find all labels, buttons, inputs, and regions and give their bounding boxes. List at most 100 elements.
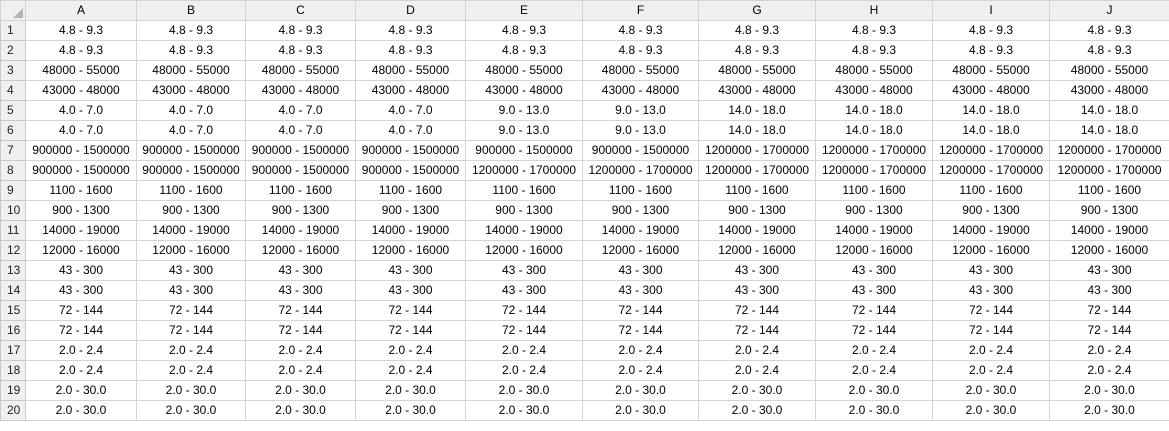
cell-j[interactable]: 14.0 - 18.0 <box>1049 120 1169 141</box>
cell-i[interactable]: 2.0 - 2.4 <box>932 360 1050 381</box>
cell-g[interactable]: 14.0 - 18.0 <box>698 100 816 121</box>
cell-i[interactable]: 900 - 1300 <box>932 200 1050 221</box>
cell-i[interactable]: 14.0 - 18.0 <box>932 100 1050 121</box>
cell-e[interactable]: 1200000 - 1700000 <box>465 160 583 181</box>
cell-d[interactable]: 14000 - 19000 <box>355 220 466 241</box>
cell-j[interactable]: 1200000 - 1700000 <box>1049 140 1169 161</box>
cell-a[interactable]: 900 - 1300 <box>25 200 137 221</box>
cell-h[interactable]: 2.0 - 30.0 <box>815 380 933 401</box>
cell-g[interactable]: 43 - 300 <box>698 280 816 301</box>
row-header[interactable]: 1 <box>0 20 26 41</box>
cell-h[interactable]: 4.8 - 9.3 <box>815 20 933 41</box>
cell-e[interactable]: 48000 - 55000 <box>465 60 583 81</box>
cell-c[interactable]: 43 - 300 <box>245 280 356 301</box>
cell-j[interactable]: 2.0 - 2.4 <box>1049 340 1169 361</box>
row-header[interactable]: 16 <box>0 320 26 341</box>
cell-g[interactable]: 1100 - 1600 <box>698 180 816 201</box>
cell-j[interactable]: 43000 - 48000 <box>1049 80 1169 101</box>
cell-b[interactable]: 900 - 1300 <box>136 200 246 221</box>
row-header[interactable]: 2 <box>0 40 26 61</box>
cell-c[interactable]: 2.0 - 30.0 <box>245 400 356 421</box>
cell-e[interactable]: 2.0 - 2.4 <box>465 360 583 381</box>
cell-d[interactable]: 43 - 300 <box>355 280 466 301</box>
cell-d[interactable]: 4.0 - 7.0 <box>355 100 466 121</box>
column-header-f[interactable]: F <box>582 0 699 21</box>
cell-f[interactable]: 14000 - 19000 <box>582 220 699 241</box>
row-header[interactable]: 15 <box>0 300 26 321</box>
cell-h[interactable]: 43 - 300 <box>815 260 933 281</box>
cell-h[interactable]: 72 - 144 <box>815 320 933 341</box>
cell-g[interactable]: 2.0 - 2.4 <box>698 360 816 381</box>
cell-a[interactable]: 43000 - 48000 <box>25 80 137 101</box>
cell-g[interactable]: 2.0 - 30.0 <box>698 400 816 421</box>
row-header[interactable]: 7 <box>0 140 26 161</box>
row-header[interactable]: 4 <box>0 80 26 101</box>
cell-j[interactable]: 4.8 - 9.3 <box>1049 40 1169 61</box>
cell-b[interactable]: 43 - 300 <box>136 280 246 301</box>
cell-b[interactable]: 4.0 - 7.0 <box>136 120 246 141</box>
cell-d[interactable]: 43 - 300 <box>355 260 466 281</box>
cell-f[interactable]: 43 - 300 <box>582 280 699 301</box>
cell-h[interactable]: 72 - 144 <box>815 300 933 321</box>
cell-i[interactable]: 1200000 - 1700000 <box>932 160 1050 181</box>
cell-d[interactable]: 72 - 144 <box>355 320 466 341</box>
cell-d[interactable]: 900 - 1300 <box>355 200 466 221</box>
cell-f[interactable]: 12000 - 16000 <box>582 240 699 261</box>
select-all-button[interactable] <box>0 0 26 21</box>
row-header[interactable]: 13 <box>0 260 26 281</box>
cell-g[interactable]: 48000 - 55000 <box>698 60 816 81</box>
cell-e[interactable]: 900 - 1300 <box>465 200 583 221</box>
cell-e[interactable]: 4.8 - 9.3 <box>465 40 583 61</box>
cell-e[interactable]: 900000 - 1500000 <box>465 140 583 161</box>
cell-g[interactable]: 43 - 300 <box>698 260 816 281</box>
cell-a[interactable]: 48000 - 55000 <box>25 60 137 81</box>
cell-e[interactable]: 14000 - 19000 <box>465 220 583 241</box>
cell-f[interactable]: 48000 - 55000 <box>582 60 699 81</box>
column-header-j[interactable]: J <box>1049 0 1169 21</box>
column-header-a[interactable]: A <box>25 0 137 21</box>
row-header[interactable]: 6 <box>0 120 26 141</box>
cell-h[interactable]: 48000 - 55000 <box>815 60 933 81</box>
cell-d[interactable]: 2.0 - 2.4 <box>355 340 466 361</box>
cell-c[interactable]: 4.0 - 7.0 <box>245 120 356 141</box>
cell-j[interactable]: 43 - 300 <box>1049 280 1169 301</box>
cell-d[interactable]: 4.0 - 7.0 <box>355 120 466 141</box>
cell-h[interactable]: 43000 - 48000 <box>815 80 933 101</box>
cell-d[interactable]: 12000 - 16000 <box>355 240 466 261</box>
cell-h[interactable]: 900 - 1300 <box>815 200 933 221</box>
cell-c[interactable]: 4.8 - 9.3 <box>245 40 356 61</box>
cell-a[interactable]: 72 - 144 <box>25 320 137 341</box>
cell-b[interactable]: 2.0 - 30.0 <box>136 400 246 421</box>
cell-d[interactable]: 2.0 - 30.0 <box>355 380 466 401</box>
cell-a[interactable]: 43 - 300 <box>25 280 137 301</box>
row-header[interactable]: 5 <box>0 100 26 121</box>
row-header[interactable]: 9 <box>0 180 26 201</box>
cell-b[interactable]: 2.0 - 2.4 <box>136 340 246 361</box>
cell-c[interactable]: 2.0 - 30.0 <box>245 380 356 401</box>
cell-b[interactable]: 72 - 144 <box>136 300 246 321</box>
cell-e[interactable]: 9.0 - 13.0 <box>465 120 583 141</box>
cell-h[interactable]: 2.0 - 30.0 <box>815 400 933 421</box>
cell-b[interactable]: 2.0 - 30.0 <box>136 380 246 401</box>
cell-h[interactable]: 4.8 - 9.3 <box>815 40 933 61</box>
cell-j[interactable]: 1200000 - 1700000 <box>1049 160 1169 181</box>
cell-b[interactable]: 900000 - 1500000 <box>136 140 246 161</box>
cell-a[interactable]: 4.8 - 9.3 <box>25 20 137 41</box>
cell-c[interactable]: 900 - 1300 <box>245 200 356 221</box>
cell-g[interactable]: 72 - 144 <box>698 320 816 341</box>
cell-f[interactable]: 2.0 - 30.0 <box>582 380 699 401</box>
row-header[interactable]: 11 <box>0 220 26 241</box>
cell-h[interactable]: 2.0 - 2.4 <box>815 360 933 381</box>
cell-a[interactable]: 72 - 144 <box>25 300 137 321</box>
cell-i[interactable]: 2.0 - 30.0 <box>932 400 1050 421</box>
column-header-i[interactable]: I <box>932 0 1050 21</box>
cell-a[interactable]: 4.0 - 7.0 <box>25 120 137 141</box>
cell-e[interactable]: 43 - 300 <box>465 280 583 301</box>
cell-i[interactable]: 4.8 - 9.3 <box>932 20 1050 41</box>
cell-a[interactable]: 2.0 - 2.4 <box>25 340 137 361</box>
row-header[interactable]: 20 <box>0 400 26 421</box>
cell-f[interactable]: 4.8 - 9.3 <box>582 20 699 41</box>
cell-h[interactable]: 12000 - 16000 <box>815 240 933 261</box>
cell-i[interactable]: 2.0 - 30.0 <box>932 380 1050 401</box>
cell-b[interactable]: 4.8 - 9.3 <box>136 40 246 61</box>
